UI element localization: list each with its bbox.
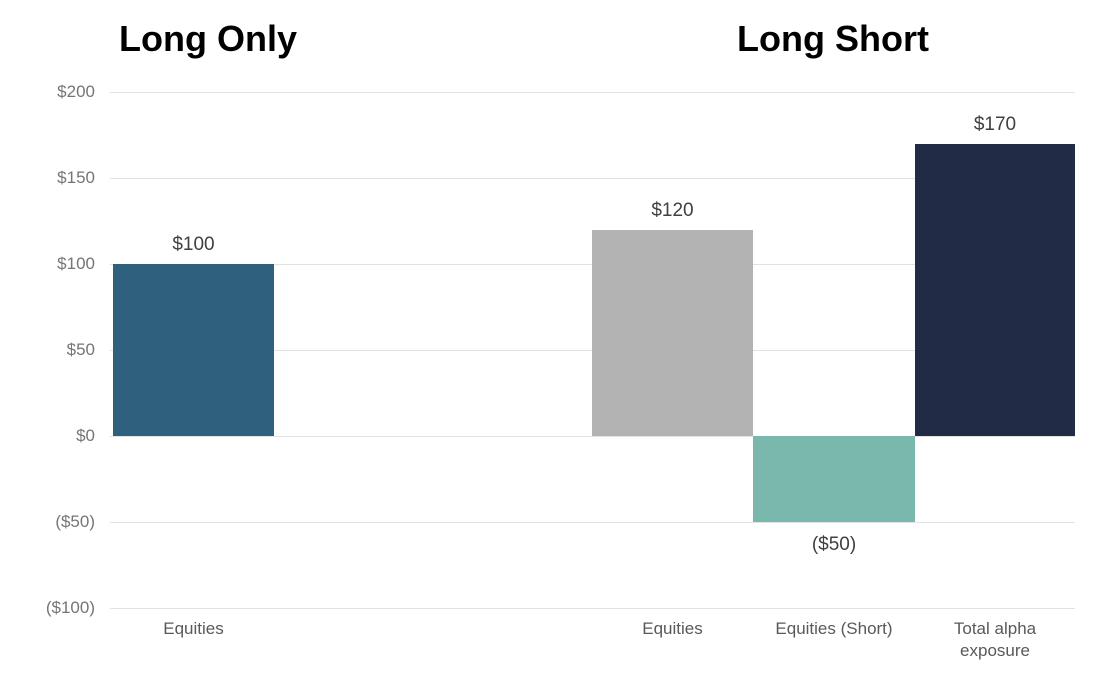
category-label-equities-short: Equities (Short) xyxy=(775,619,893,638)
y-tick-label: $50 xyxy=(66,340,95,359)
y-tick-label: $150 xyxy=(57,168,95,187)
y-tick-label: $100 xyxy=(57,254,95,273)
panel-title-long-only: Long Only xyxy=(119,18,297,59)
value-label-total-alpha-exposure: $170 xyxy=(973,114,1017,135)
y-tick-label: $200 xyxy=(57,82,95,101)
value-label-equities: $100 xyxy=(172,234,215,255)
gridline-0 xyxy=(110,435,1075,437)
bar-long-short-total-alpha-exposure xyxy=(915,144,1075,436)
gridline-150 xyxy=(110,177,1075,179)
y-tick-label: ($50) xyxy=(55,512,95,531)
value-label-equities-short: ($50) xyxy=(811,534,857,555)
category-label-equities: Equities xyxy=(642,619,703,638)
gridline-50 xyxy=(110,521,1075,523)
category-label-total-alpha-exposure: Total alpha exposure xyxy=(953,619,1037,660)
gridline-200 xyxy=(110,91,1075,93)
y-tick-label: ($100) xyxy=(45,598,95,617)
bar-long-only-equities xyxy=(113,264,274,436)
gridline-100 xyxy=(110,607,1075,609)
y-tick-label: $0 xyxy=(76,426,95,445)
bar-long-short-equities xyxy=(592,230,753,436)
panel-title-long-short: Long Short xyxy=(737,18,929,59)
bar-long-short-equities-short xyxy=(753,436,915,522)
value-label-equities: $120 xyxy=(651,200,694,221)
category-label-equities: Equities xyxy=(163,619,224,638)
